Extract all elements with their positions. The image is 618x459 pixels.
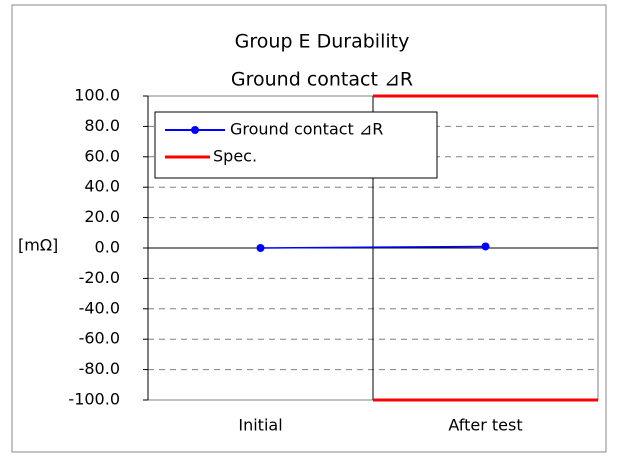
x-tick-label: Initial: [238, 416, 282, 435]
y-tick-label: 60.0: [84, 146, 120, 165]
chart-subtitle: Ground contact ⊿R: [231, 69, 413, 91]
series-line: [260, 245, 486, 249]
y-tick-label: -60.0: [79, 329, 120, 348]
y-tick-label: -100.0: [68, 390, 120, 409]
y-tick-label: 40.0: [84, 177, 120, 196]
legend-label: Spec.: [213, 147, 257, 166]
y-tick-label: -20.0: [79, 268, 120, 287]
y-axis-label: [mΩ]: [18, 236, 58, 255]
y-tick-label: -80.0: [79, 359, 120, 378]
data-point: [481, 242, 490, 251]
y-tick-label: 0.0: [95, 238, 120, 257]
legend-label: Ground contact ⊿R: [230, 120, 383, 139]
y-tick-label: 100.0: [74, 86, 120, 105]
data-point: [256, 244, 265, 252]
y-tick-label: -40.0: [79, 298, 120, 317]
chart-title: Group E Durability: [235, 31, 410, 53]
x-tick-label: After test: [448, 416, 522, 435]
legend-box: [154, 111, 438, 179]
legend-marker: [191, 126, 199, 134]
y-tick-label: 80.0: [84, 116, 120, 135]
y-tick-label: 20.0: [84, 207, 120, 226]
